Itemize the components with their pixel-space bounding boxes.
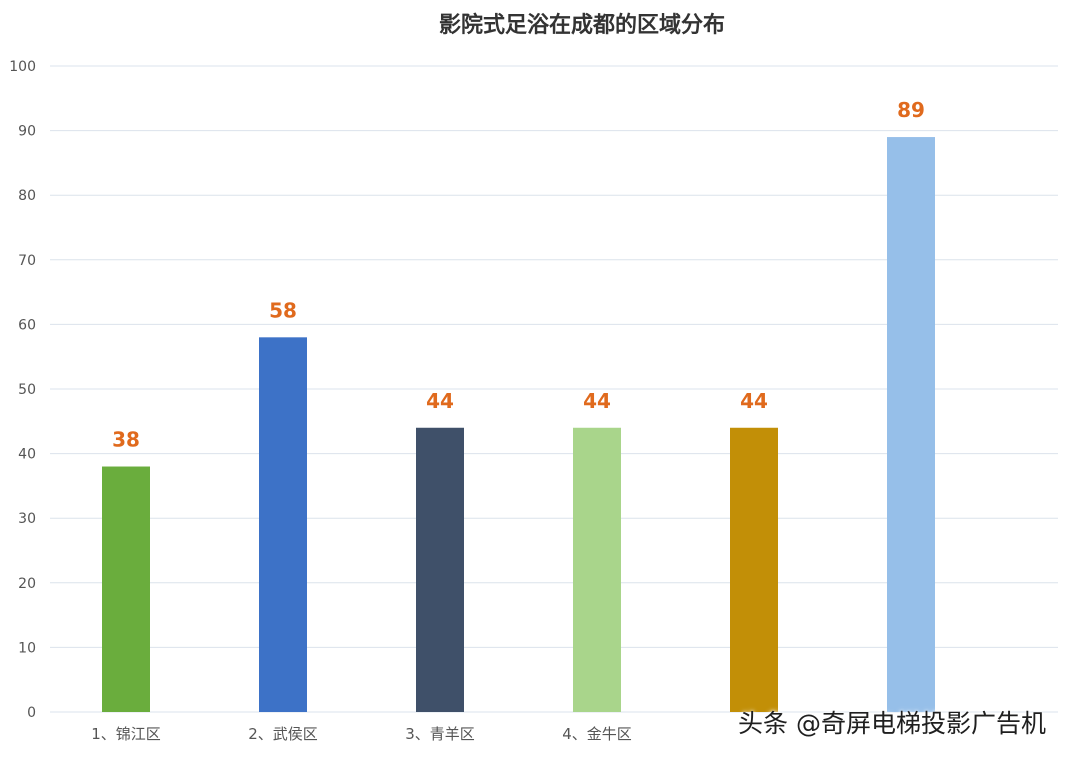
x-category-label: 2、武侯区 [248, 725, 318, 743]
y-tick-label: 60 [18, 317, 36, 333]
x-category-label: 1、锦江区 [91, 725, 161, 743]
y-tick-label: 50 [18, 382, 36, 398]
y-tick-label: 10 [18, 640, 36, 656]
x-category-label: 3、青羊区 [405, 725, 475, 743]
data-label: 44 [740, 389, 768, 413]
data-label: 38 [112, 428, 140, 452]
y-tick-label: 70 [18, 253, 36, 269]
gridlines [50, 65, 1058, 713]
bar [730, 427, 778, 712]
y-tick-label: 90 [18, 124, 36, 140]
y-axis-ticks: 0 10 20 30 40 50 60 70 80 90 100 [9, 59, 36, 721]
bar [416, 427, 464, 712]
bar [102, 466, 150, 712]
bar [887, 137, 935, 712]
chart-title: 影院式足浴在成都的区域分布 [439, 12, 725, 38]
data-label: 44 [426, 389, 454, 413]
y-tick-label: 100 [9, 59, 36, 75]
y-tick-label: 40 [18, 447, 36, 463]
y-tick-label: 30 [18, 511, 36, 527]
x-axis-categories: 1、锦江区 2、武侯区 3、青羊区 4、金牛区 [91, 725, 632, 743]
data-label: 58 [269, 298, 297, 322]
data-labels: 38 58 44 44 44 89 [112, 98, 925, 451]
data-label: 89 [897, 98, 925, 122]
x-category-label: 4、金牛区 [562, 725, 632, 743]
y-tick-label: 80 [18, 188, 36, 204]
bar [573, 427, 621, 712]
bars [102, 137, 935, 712]
bar [259, 337, 307, 712]
data-label: 44 [583, 389, 611, 413]
watermark: 头条 @奇屏电梯投影广告机 [738, 709, 1046, 738]
y-tick-label: 0 [27, 705, 36, 721]
y-tick-label: 20 [18, 576, 36, 592]
